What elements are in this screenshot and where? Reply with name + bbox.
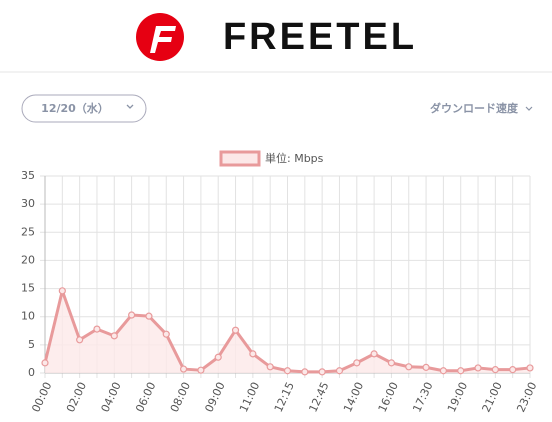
point [526,364,534,372]
y-tick-label: 0 [28,366,35,379]
point [58,287,66,295]
point [283,367,292,375]
point [353,359,361,367]
metric-label[interactable]: ダウンロード速度 [430,101,519,115]
point [335,367,344,375]
date-label[interactable]: 12/20（水） [41,101,109,115]
point [41,359,49,367]
point [214,353,222,361]
point [179,365,188,373]
point [197,366,205,374]
point [231,326,240,334]
point [318,368,326,376]
point [76,336,84,344]
y-tick-label: 25 [21,225,35,238]
point [422,363,430,371]
point [457,367,465,375]
point [145,312,153,320]
point [249,350,257,358]
chevron [525,106,533,111]
y-tick-label: 20 [21,253,35,266]
y-tick-label: 5 [28,338,35,351]
point [491,366,499,374]
point [509,366,517,374]
y-tick-label: 15 [21,282,35,295]
point [439,367,447,375]
logo-f [150,26,176,53]
chevron [126,104,134,109]
point [474,364,482,372]
point [110,332,118,340]
date-select[interactable]: 12/20（水） [21,94,147,123]
point [266,363,274,371]
point [162,330,170,338]
point [387,359,396,367]
point [301,368,309,376]
point [370,350,378,358]
date-select-box[interactable] [21,94,147,123]
point [405,363,413,371]
legend-label: 単位: Mbps [265,151,324,165]
point [128,311,136,319]
metric-select[interactable]: ダウンロード速度 [430,101,533,115]
logo [136,13,184,61]
brand: FREETEL [223,16,417,58]
area [45,290,530,373]
y-tick-label: 10 [21,310,35,323]
y-tick-label: 35 [21,169,35,182]
point [93,325,101,333]
legend-swatch [219,150,261,167]
y-tick-label: 30 [21,197,35,210]
